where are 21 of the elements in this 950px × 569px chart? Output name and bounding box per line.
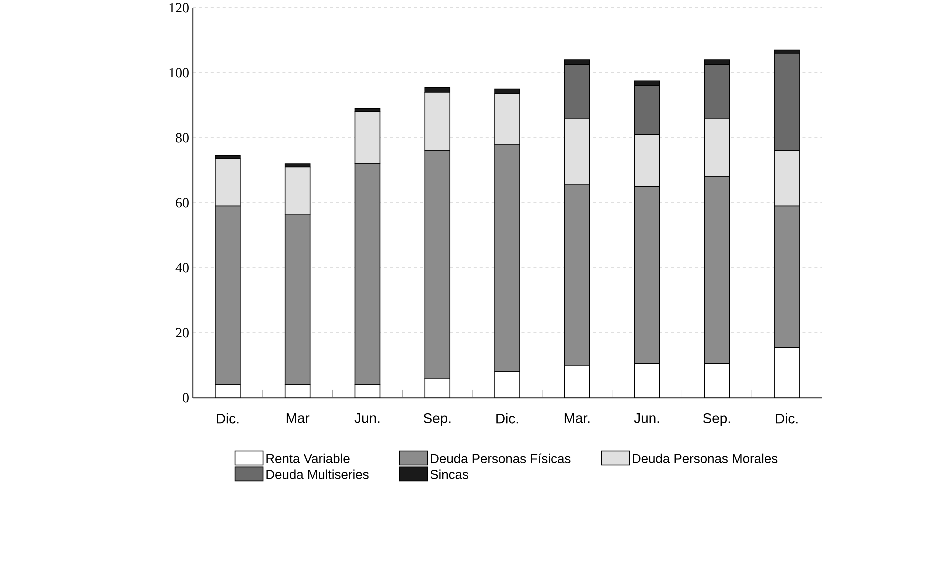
y-tick-label: 40	[176, 263, 189, 273]
y-tick-label: 120	[170, 3, 189, 13]
legend-label: Sincas	[430, 470, 469, 480]
legend-label: Renta Variable	[266, 454, 350, 464]
y-tick-label: 0	[183, 393, 189, 403]
x-tick-label: Dic.	[776, 414, 798, 424]
legend-label: Deuda Multiseries	[266, 470, 369, 480]
x-tick-label: Dic.	[496, 414, 518, 424]
x-tick-label: Mar	[286, 414, 310, 424]
y-tick-label: 20	[176, 328, 189, 338]
y-tick-label: 80	[176, 133, 189, 143]
x-tick-label: Dic.	[217, 414, 239, 424]
legend-label: Deuda Personas Morales	[633, 454, 778, 464]
x-tick-label: Jun.	[354, 414, 380, 424]
x-tick-label: Sep.	[424, 413, 451, 426]
x-tick-label: Sep.	[703, 413, 730, 426]
x-tick-label: Mar.	[564, 414, 590, 424]
y-tick-label: 60	[176, 198, 189, 208]
legend-label: Deuda Personas Físicas	[431, 454, 571, 464]
y-tick-label: 100	[170, 68, 189, 78]
x-tick-label: Jun.	[634, 414, 660, 424]
